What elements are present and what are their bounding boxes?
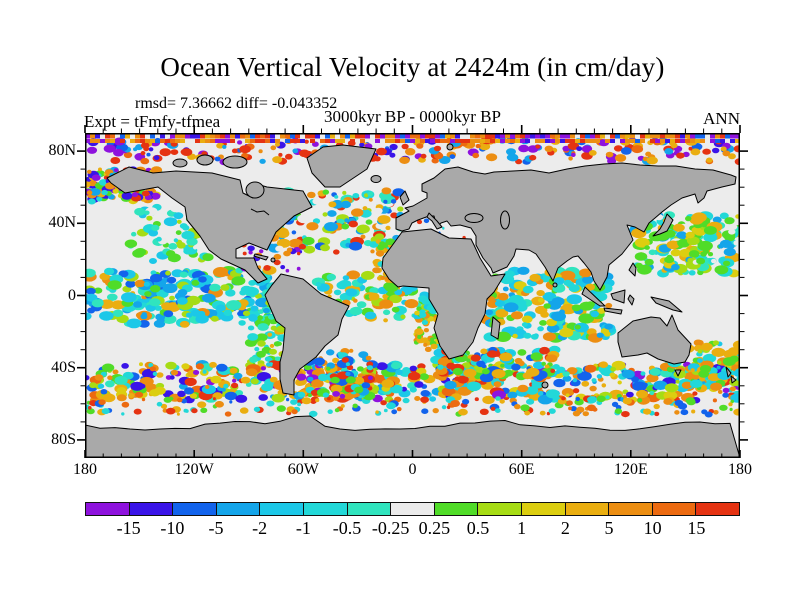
stats-annotation: rmsd= 7.36662 diff= -0.043352 bbox=[135, 95, 338, 112]
colorbar-tick-label: 0.25 bbox=[418, 518, 451, 538]
colorbar-labels: -15 -10 -5 -2 -1 -0.5 -0.25 0.25 0.5 1 2 5 10 15 bbox=[85, 518, 740, 540]
colorbar-segment bbox=[129, 503, 174, 515]
colorbar-tick-label: -5 bbox=[208, 518, 224, 538]
colorbar-segment bbox=[391, 503, 435, 515]
x-axis-tick-label: 60W bbox=[287, 461, 319, 478]
experiment-label: Expt = tFmfy-tfmea bbox=[84, 112, 221, 131]
colorbar-segment bbox=[434, 503, 479, 515]
x-axis-tick-label: 120E bbox=[613, 461, 648, 478]
colorbar-segment bbox=[260, 503, 304, 515]
colorbar bbox=[85, 502, 740, 516]
colorbar-segment bbox=[347, 503, 392, 515]
period-label: 3000kyr BP - 0000kyr BP bbox=[324, 107, 501, 126]
y-axis-tick-label: 0 bbox=[68, 286, 76, 304]
colorbar-segment bbox=[216, 503, 261, 515]
colorbar-segment bbox=[696, 503, 739, 515]
x-axis-tick-label: 60E bbox=[508, 461, 535, 478]
colorbar-tick-label: -10 bbox=[160, 518, 185, 538]
y-axis-tick-label: 40N bbox=[48, 214, 76, 232]
continents bbox=[106, 143, 737, 396]
season-label: ANN bbox=[703, 109, 740, 128]
colorbar-tick-label: -0.5 bbox=[332, 518, 362, 538]
colorbar-tick-label: -2 bbox=[252, 518, 268, 538]
colorbar-tick-label: -0.25 bbox=[371, 518, 410, 538]
colorbar-tick-label: -15 bbox=[116, 518, 141, 538]
x-axis-tick-label: 0 bbox=[408, 461, 417, 478]
colorbar-segment bbox=[521, 503, 566, 515]
arctic-noise-strip bbox=[85, 134, 740, 143]
colorbar-tick-label: 15 bbox=[687, 518, 706, 538]
y-axis-tick-label: 80S bbox=[51, 430, 76, 448]
y-axis-labels: 80N 40N 0 40S 80S bbox=[30, 133, 78, 458]
colorbar-segment bbox=[303, 503, 348, 515]
x-axis-tick-label: 120W bbox=[174, 461, 214, 478]
y-axis-tick-label: 80N bbox=[48, 142, 76, 160]
colorbar-segment bbox=[609, 503, 653, 515]
antarctica bbox=[85, 415, 740, 458]
world-map bbox=[77, 125, 748, 458]
colorbar-segment bbox=[86, 503, 130, 515]
x-axis-tick-label: 180 bbox=[73, 461, 97, 478]
colorbar-segment bbox=[652, 503, 697, 515]
page-title: Ocean Vertical Velocity at 2424m (in cm/… bbox=[160, 52, 665, 82]
colorbar-segment bbox=[478, 503, 522, 515]
world-map-svg bbox=[77, 125, 748, 458]
colorbar-tick-label: 1 bbox=[517, 518, 527, 538]
colorbar-tick-label: 5 bbox=[604, 518, 614, 538]
colorbar-tick-label: -1 bbox=[295, 518, 311, 538]
colorbar-segment bbox=[173, 503, 217, 515]
colorbar-segment bbox=[565, 503, 610, 515]
x-axis-labels: 180 120W 60W 0 60E 120E 180 bbox=[73, 461, 752, 481]
colorbar-tick-label: 2 bbox=[560, 518, 570, 538]
colorbar-tick-label: 0.5 bbox=[466, 518, 490, 538]
map-frame bbox=[85, 133, 740, 458]
x-axis-tick-label: 180 bbox=[728, 461, 752, 478]
y-axis-tick-label: 40S bbox=[51, 358, 76, 376]
colorbar-tick-label: 10 bbox=[643, 518, 662, 538]
